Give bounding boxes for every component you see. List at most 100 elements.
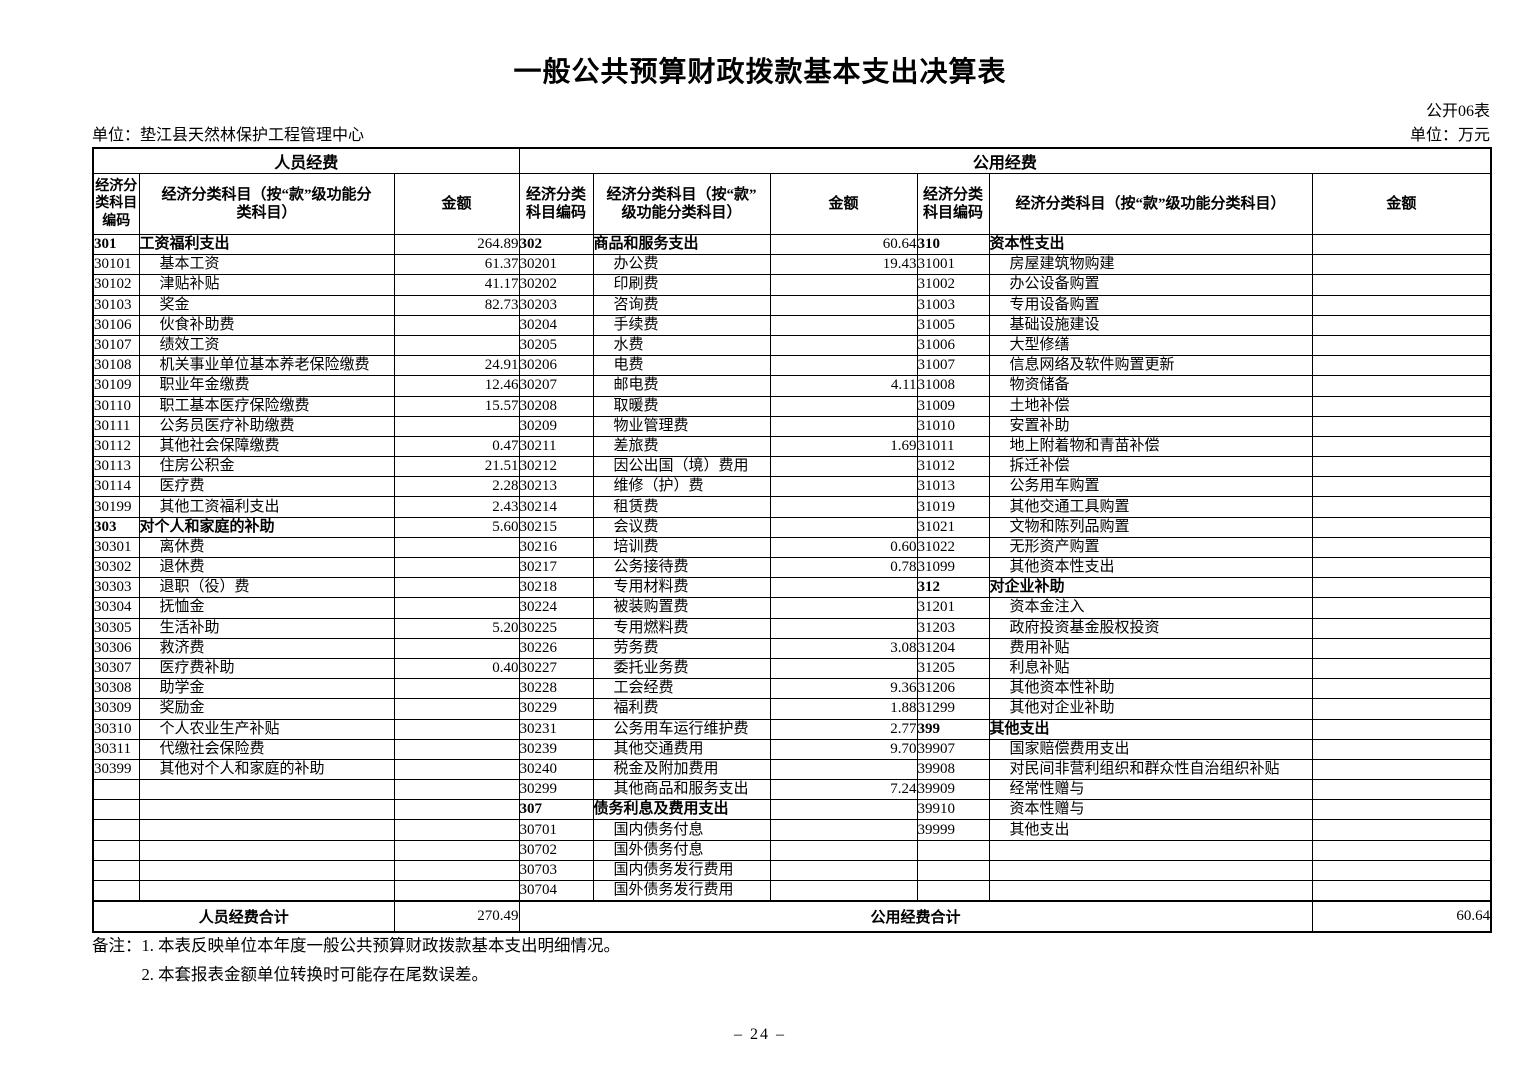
amount-cell bbox=[769, 314, 918, 336]
amount-cell bbox=[1311, 880, 1492, 902]
amount-cell bbox=[1311, 839, 1492, 861]
amount-cell bbox=[393, 536, 520, 559]
subject-cell: 福利费 bbox=[592, 698, 771, 720]
amount-cell bbox=[1311, 657, 1492, 680]
code-cell bbox=[916, 859, 990, 882]
table-row: 30110 职工基本医疗保险缴费 15.57 30208 取暖费 31009 土地补偿 bbox=[92, 395, 1492, 417]
code-cell: 30227 bbox=[518, 657, 594, 680]
amount-cell: 0.47 bbox=[393, 435, 520, 458]
code-cell: 30240 bbox=[518, 758, 594, 781]
subject-cell: 国外债务付息 bbox=[592, 839, 771, 861]
subject-cell: 文物和陈列品购置 bbox=[988, 516, 1313, 538]
subject-cell: 其他商品和服务支出 bbox=[592, 779, 771, 801]
subject-cell: 公务接待费 bbox=[592, 556, 771, 579]
subject-cell: 大型修缮 bbox=[988, 334, 1313, 357]
code-cell: 30224 bbox=[518, 597, 594, 619]
table-row: 303 对个人和家庭的补助 5.60 30215 会议费 31021 文物和陈列品购置 bbox=[92, 516, 1492, 538]
amount-cell: 19.43 bbox=[769, 254, 918, 276]
amount-cell: 2.77 bbox=[769, 718, 918, 740]
code-cell: 31203 bbox=[916, 617, 990, 639]
code-cell: 30107 bbox=[92, 334, 140, 357]
amount-cell bbox=[769, 274, 918, 296]
col-header-subject-1: 经济分类科目（按“款”级功能分 类科目） bbox=[138, 173, 395, 235]
code-cell: 31003 bbox=[916, 294, 990, 316]
code-cell: 30301 bbox=[92, 536, 140, 559]
amount-cell bbox=[393, 758, 520, 781]
code-cell: 30704 bbox=[518, 880, 594, 902]
code-cell: 30206 bbox=[518, 355, 594, 377]
amount-cell bbox=[769, 334, 918, 357]
code-cell: 30302 bbox=[92, 556, 140, 579]
amount-cell bbox=[393, 718, 520, 740]
amount-cell: 41.17 bbox=[393, 274, 520, 296]
amount-cell bbox=[1311, 314, 1492, 336]
table-row: 30306 救济费 30226 劳务费 3.08 31204 费用补贴 bbox=[92, 637, 1492, 659]
code-cell: 31205 bbox=[916, 657, 990, 680]
table-row: 30107 绩效工资 30205 水费 31006 大型修缮 bbox=[92, 334, 1492, 357]
amount-cell bbox=[1311, 637, 1492, 659]
unit-name: 单位：垫江县天然林保护工程管理中心 bbox=[92, 127, 365, 144]
col-header-code-1: 经济分 类科目 编码 bbox=[92, 173, 140, 235]
subject-cell: 国内债务发行费用 bbox=[592, 859, 771, 882]
table-row: 30299 其他商品和服务支出 7.24 39909 经常性赠与 bbox=[92, 779, 1492, 801]
subject-cell: 差旅费 bbox=[592, 435, 771, 458]
subject-cell: 维修（护）费 bbox=[592, 476, 771, 498]
amount-cell: 0.40 bbox=[393, 657, 520, 680]
code-cell bbox=[916, 880, 990, 902]
table-row: 30112 其他社会保障缴费 0.47 30211 差旅费 1.69 31011 地上附着物和… bbox=[92, 435, 1492, 458]
table-row: 30305 生活补助 5.20 30225 专用燃料费 31203 政府投资基金股权投资 bbox=[92, 617, 1492, 639]
amount-cell bbox=[1311, 536, 1492, 559]
subject-cell: 其他交通工具购置 bbox=[988, 496, 1313, 518]
amount-cell bbox=[1311, 738, 1492, 760]
code-cell: 30101 bbox=[92, 254, 140, 276]
subject-cell: 退休费 bbox=[138, 556, 395, 579]
code-cell: 31007 bbox=[916, 355, 990, 377]
amount-cell bbox=[769, 657, 918, 680]
amount-cell bbox=[769, 880, 918, 902]
code-cell bbox=[92, 779, 140, 801]
notes-label: 备注： bbox=[92, 936, 142, 955]
code-cell: 30113 bbox=[92, 456, 140, 478]
subject-cell: 专用设备购置 bbox=[988, 294, 1313, 316]
code-cell: 31009 bbox=[916, 395, 990, 417]
amount-cell bbox=[1311, 859, 1492, 882]
amount-cell bbox=[1311, 456, 1492, 478]
col-header-amount-3: 金额 bbox=[1311, 173, 1492, 235]
subject-cell: 公务用车购置 bbox=[988, 476, 1313, 498]
subject-cell bbox=[138, 839, 395, 861]
amount-cell bbox=[1311, 375, 1492, 397]
code-cell: 30308 bbox=[92, 678, 140, 700]
code-cell: 30311 bbox=[92, 738, 140, 760]
amount-cell bbox=[769, 799, 918, 821]
amount-cell bbox=[1311, 435, 1492, 458]
amount-cell bbox=[769, 355, 918, 377]
code-cell: 399 bbox=[916, 718, 990, 740]
subject-cell: 房屋建筑物购建 bbox=[988, 254, 1313, 276]
code-cell: 312 bbox=[916, 577, 990, 599]
code-cell: 39909 bbox=[916, 779, 990, 801]
amount-cell: 264.89 bbox=[393, 233, 520, 256]
personnel-total-label: 人员经费合计 bbox=[92, 900, 395, 933]
code-cell: 31012 bbox=[916, 456, 990, 478]
code-cell: 30201 bbox=[518, 254, 594, 276]
table-row: 30308 助学金 30228 工会经费 9.36 31206 其他资本性补助 bbox=[92, 678, 1492, 700]
code-cell: 30310 bbox=[92, 718, 140, 740]
subject-cell: 税金及附加费用 bbox=[592, 758, 771, 781]
code-cell bbox=[92, 799, 140, 821]
note-item: 2. 本套报表金额单位转换时可能存在尾数误差。 bbox=[141, 965, 489, 984]
subject-cell bbox=[988, 839, 1313, 861]
subject-cell: 培训费 bbox=[592, 536, 771, 559]
subject-cell bbox=[138, 799, 395, 821]
amount-cell: 9.70 bbox=[769, 738, 918, 760]
subject-cell: 基本工资 bbox=[138, 254, 395, 276]
subject-cell: 绩效工资 bbox=[138, 334, 395, 357]
code-cell: 30299 bbox=[518, 779, 594, 801]
amount-cell bbox=[393, 698, 520, 720]
personnel-total-amount: 270.49 bbox=[393, 900, 520, 933]
code-cell: 30110 bbox=[92, 395, 140, 417]
amount-cell bbox=[769, 758, 918, 781]
amount-cell bbox=[393, 779, 520, 801]
table-row: 30304 抚恤金 30224 被装购置费 31201 资本金注入 bbox=[92, 597, 1492, 619]
amount-cell: 0.60 bbox=[769, 536, 918, 559]
amount-cell: 12.46 bbox=[393, 375, 520, 397]
